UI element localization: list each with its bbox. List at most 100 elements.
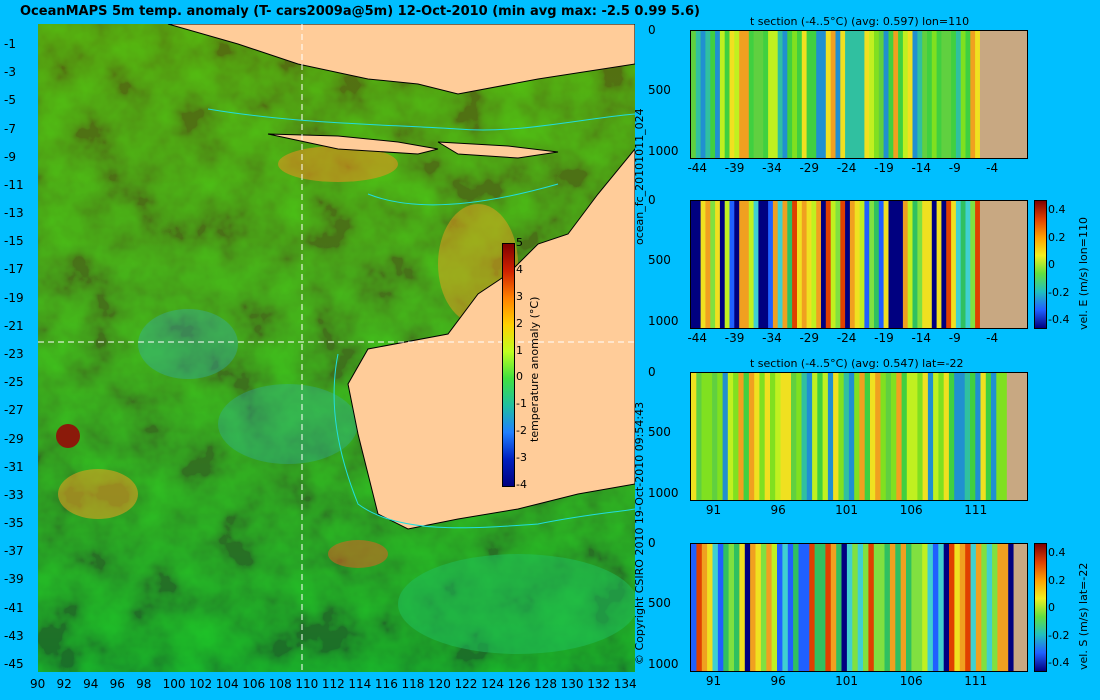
section-column bbox=[830, 31, 837, 158]
section-column bbox=[777, 31, 784, 158]
section-column bbox=[938, 373, 945, 500]
map-y-tick: -9 bbox=[4, 149, 16, 164]
section-column bbox=[739, 201, 745, 328]
section-column bbox=[764, 373, 771, 500]
section-column bbox=[710, 201, 716, 328]
section-column bbox=[748, 31, 755, 158]
section-column bbox=[707, 544, 714, 671]
section-column bbox=[797, 201, 803, 328]
section-column bbox=[827, 373, 834, 500]
section-column bbox=[946, 31, 952, 158]
section-column bbox=[873, 544, 880, 671]
map-x-tick: 94 bbox=[83, 677, 99, 691]
section-column bbox=[931, 201, 938, 328]
section-column bbox=[959, 544, 966, 671]
map-x-tick: 134 bbox=[613, 677, 637, 691]
warm-patch bbox=[58, 469, 138, 519]
section-panel-p4 bbox=[690, 543, 1028, 672]
section-column bbox=[864, 201, 870, 328]
section-column bbox=[768, 201, 774, 328]
colorbar-tick: 3 bbox=[516, 289, 523, 303]
cool-patch bbox=[398, 554, 635, 654]
section-column bbox=[803, 544, 810, 671]
section-column bbox=[927, 201, 933, 328]
section-column bbox=[787, 31, 793, 158]
section-title: t section (-4..5°C) (avg: 0.547) lat=-22 bbox=[750, 357, 964, 370]
section-column bbox=[816, 31, 822, 158]
warm-eddy bbox=[56, 424, 80, 448]
section-column bbox=[750, 544, 757, 671]
section-land bbox=[1013, 544, 1027, 671]
run-id-text: ocean_fc_20101011_024 bbox=[633, 108, 646, 245]
section-column bbox=[975, 373, 982, 500]
section-column bbox=[888, 201, 894, 328]
section-column bbox=[806, 31, 812, 158]
section-panel-p1 bbox=[690, 30, 1028, 159]
section-column bbox=[777, 201, 784, 328]
section-column bbox=[991, 373, 997, 500]
vel-colorbar-tick: 0.4 bbox=[1048, 203, 1066, 216]
section-column bbox=[843, 373, 850, 500]
section-y-tick: 0 bbox=[648, 193, 656, 207]
section-column bbox=[845, 31, 851, 158]
section-column bbox=[943, 544, 950, 671]
section-column bbox=[753, 31, 759, 158]
warm-patch bbox=[328, 540, 388, 568]
map-y-tick: -33 bbox=[4, 487, 24, 502]
section-column bbox=[902, 31, 909, 158]
section-column bbox=[859, 31, 865, 158]
section-column bbox=[869, 201, 875, 328]
land-north bbox=[167, 24, 635, 95]
section-column bbox=[880, 373, 887, 500]
section-column bbox=[951, 31, 957, 158]
section-column bbox=[970, 544, 977, 671]
section-column bbox=[883, 31, 889, 158]
map-y-tick: -17 bbox=[4, 262, 24, 277]
map-y-tick: -27 bbox=[4, 403, 24, 418]
section-column bbox=[723, 544, 730, 671]
section-x-tick: -9 bbox=[948, 331, 961, 345]
section-x-tick: -14 bbox=[911, 161, 932, 175]
section-column bbox=[906, 373, 913, 500]
section-x-tick: -34 bbox=[762, 161, 782, 175]
section-column bbox=[695, 31, 702, 158]
section-column bbox=[825, 201, 832, 328]
section-column bbox=[835, 201, 841, 328]
section-column bbox=[900, 544, 907, 671]
section-panel-p3 bbox=[690, 372, 1028, 501]
section-column bbox=[933, 373, 939, 500]
section-column bbox=[864, 373, 871, 500]
colorbar-tick: -4 bbox=[516, 478, 527, 491]
section-column bbox=[985, 373, 992, 500]
section-column bbox=[754, 373, 761, 500]
section-column bbox=[948, 373, 955, 500]
section-x-tick: -24 bbox=[836, 331, 857, 345]
section-column bbox=[965, 201, 971, 328]
section-column bbox=[706, 373, 713, 500]
section-column bbox=[849, 201, 856, 328]
section-column bbox=[949, 544, 955, 671]
section-column bbox=[964, 373, 971, 500]
section-column bbox=[907, 201, 914, 328]
section-column bbox=[715, 201, 721, 328]
map-y-tick: -29 bbox=[4, 431, 24, 446]
section-column bbox=[772, 31, 779, 158]
map-x-tick: 104 bbox=[215, 677, 239, 691]
map-x-tick: 112 bbox=[321, 677, 345, 691]
section-svg bbox=[691, 544, 1027, 671]
section-x-tick: -24 bbox=[836, 161, 857, 175]
section-column bbox=[719, 31, 726, 158]
section-column bbox=[806, 373, 813, 500]
section-column bbox=[912, 201, 918, 328]
section-land bbox=[979, 201, 1027, 328]
section-x-tick: 91 bbox=[705, 503, 722, 517]
section-column bbox=[782, 31, 788, 158]
section-column bbox=[739, 31, 745, 158]
section-column bbox=[927, 373, 934, 500]
section-column bbox=[836, 544, 843, 671]
section-column bbox=[705, 201, 711, 328]
section-column bbox=[782, 201, 788, 328]
map-x-tick: 124 bbox=[481, 677, 504, 691]
vel-colorbar-tick: 0 bbox=[1048, 258, 1055, 271]
map-y-tick: -7 bbox=[4, 121, 16, 136]
